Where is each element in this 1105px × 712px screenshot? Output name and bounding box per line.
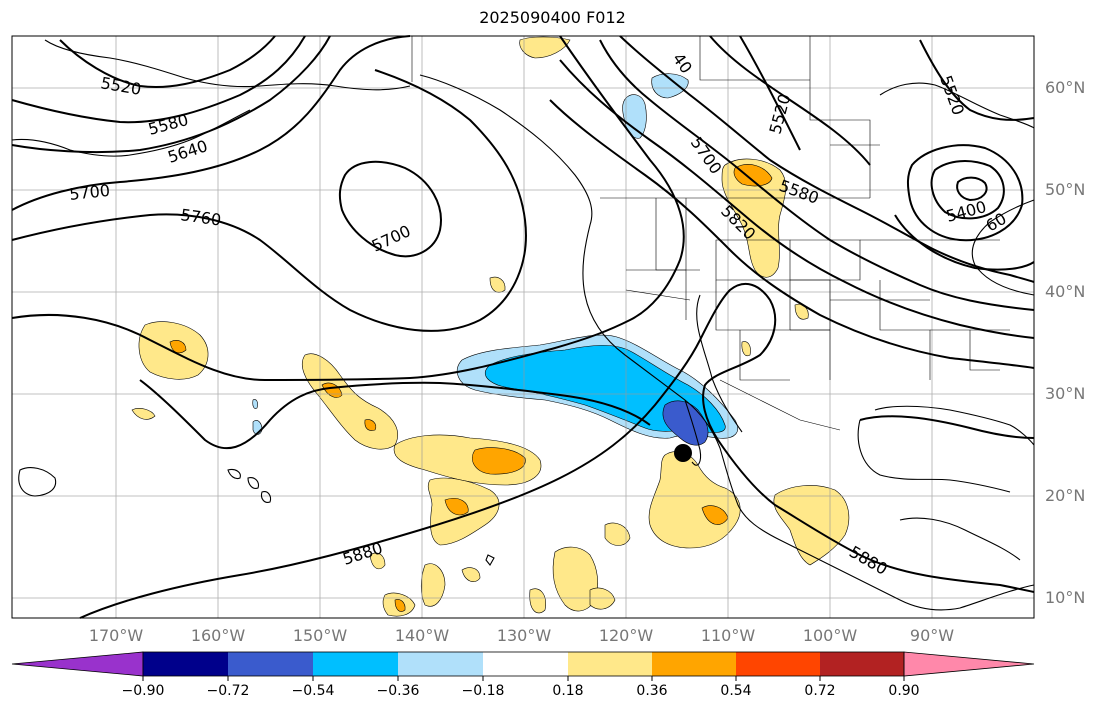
colorbar-tick-label: 0.54	[720, 683, 752, 699]
longitude-label: 150°W	[292, 626, 348, 645]
colorbar-segment	[228, 652, 313, 676]
map-title: 2025090400 F012	[479, 8, 626, 27]
colorbar-segment	[313, 652, 398, 676]
colorbar-segment	[143, 652, 228, 676]
longitude-label: 110°W	[700, 626, 756, 645]
colorbar-min-extension	[11, 651, 144, 677]
latitude-label: 10°N	[1045, 588, 1086, 607]
colorbar-segment	[568, 652, 652, 676]
colorbar-segment	[736, 652, 820, 676]
map-panel: 5520 5580 5640 5700 5760 5700 40 5700 58…	[11, 35, 1035, 619]
colorbar-segment	[820, 652, 904, 676]
colorbar-tick-label: 0.18	[552, 683, 584, 699]
contour-5580	[11, 35, 306, 124]
latitude-label: 60°N	[1045, 78, 1086, 97]
colorbar-tick-label: −0.90	[121, 683, 165, 699]
latitude-label: 40°N	[1045, 282, 1086, 301]
longitude-label: 120°W	[598, 626, 654, 645]
colorbar-tick-label: −0.72	[206, 683, 250, 699]
contour-5820	[11, 35, 685, 382]
longitude-label: 160°W	[190, 626, 246, 645]
colorbar-segment	[483, 652, 568, 676]
colorbar-segment	[652, 652, 736, 676]
contour-5700-closed	[338, 160, 442, 258]
latitude-label: 50°N	[1045, 180, 1086, 199]
anomaly-shading	[131, 36, 850, 617]
colorbar	[11, 651, 1035, 681]
colorbar-tick-label: −0.36	[376, 683, 420, 699]
contour-5640	[11, 35, 331, 154]
longitude-label: 140°W	[394, 626, 450, 645]
longitude-label: 170°W	[88, 626, 144, 645]
longitude-label: 100°W	[802, 626, 858, 645]
height-contours	[11, 35, 1035, 619]
coastlines	[11, 39, 1035, 611]
contour-5880	[79, 282, 1035, 619]
latitude-label: 30°N	[1045, 384, 1086, 403]
longitude-label: 90°W	[909, 626, 955, 645]
longitude-label: 130°W	[496, 626, 552, 645]
contour-label: 5700	[68, 181, 110, 204]
colorbar-tick-label: 0.72	[804, 683, 836, 699]
contour-5700-west	[11, 35, 411, 211]
latitude-label: 20°N	[1045, 486, 1086, 505]
colorbar-tick-label: −0.54	[291, 683, 335, 699]
colorbar-max-extension	[903, 651, 1035, 677]
colorbar-tick-label: −0.18	[461, 683, 505, 699]
contour-5520-west	[59, 35, 276, 89]
colorbar-segment	[398, 652, 483, 676]
contour-5760	[11, 69, 527, 332]
location-marker	[674, 444, 692, 462]
colorbar-tick-label: 0.90	[888, 683, 920, 699]
colorbar-tick-label: 0.36	[636, 683, 668, 699]
